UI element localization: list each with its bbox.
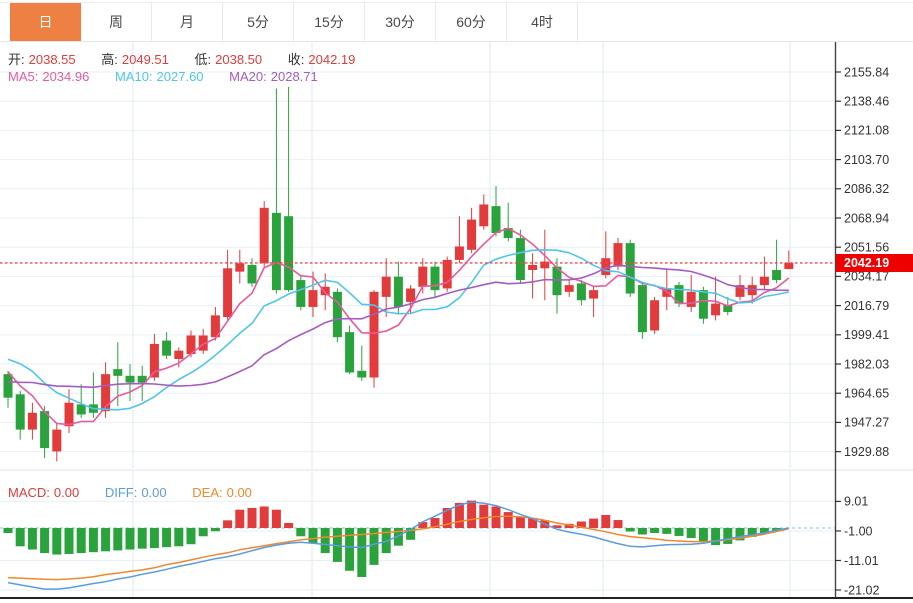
low-value: 2038.50 <box>215 52 263 67</box>
svg-text:1999.41: 1999.41 <box>844 328 889 342</box>
svg-text:1964.65: 1964.65 <box>844 387 889 401</box>
ma10-label: MA10: <box>114 69 153 84</box>
high-label: 高: <box>101 52 118 67</box>
svg-text:-11.01: -11.01 <box>844 554 879 568</box>
high-value: 2049.51 <box>121 52 169 67</box>
price-axis: 2155.84 2138.46 2121.08 2103.70 2086.32 2068.… <box>0 42 913 599</box>
ohlc-row: 开: 2038.55 高: 2049.51 低: 2038.50 收: 2042.19 <box>8 49 359 68</box>
ma20-label: MA20: <box>229 69 267 84</box>
ma5-label: MA5: <box>8 69 39 84</box>
close-label: 收: <box>287 52 305 67</box>
candlesticks <box>3 86 794 462</box>
macd-label: MACD: <box>8 485 50 500</box>
open-label: 开: <box>8 52 25 67</box>
ma10-line <box>7 249 789 411</box>
candlestick-macd-chart[interactable]: 2155.84 2138.46 2121.08 2103.70 2086.32 2068.… <box>0 42 913 603</box>
grid-lines <box>0 42 913 597</box>
svg-text:2086.32: 2086.32 <box>844 182 889 196</box>
timeframe-tab-1[interactable]: 日 <box>10 3 81 41</box>
timeframe-tab-5[interactable]: 15分 <box>294 3 365 41</box>
ma20-line <box>7 264 789 389</box>
svg-text:2103.70: 2103.70 <box>844 153 889 167</box>
svg-text:2121.08: 2121.08 <box>844 124 889 138</box>
svg-text:2016.79: 2016.79 <box>844 299 889 313</box>
dea-label: DEA: <box>192 485 223 500</box>
diff-line <box>7 501 789 590</box>
diff-value: 0.00 <box>141 485 167 500</box>
timeframe-tab-4[interactable]: 5分 <box>223 3 294 41</box>
macd-header-row: MACD: 0.00 DIFF: 0.00 DEA: 0.00 <box>8 485 256 500</box>
svg-text:2155.84: 2155.84 <box>844 65 889 79</box>
ma20-value: 2028.71 <box>270 69 318 84</box>
svg-text:2034.17: 2034.17 <box>844 270 889 284</box>
svg-text:2068.94: 2068.94 <box>844 211 889 225</box>
ma5-value: 2034.96 <box>42 69 90 84</box>
diff-label: DIFF: <box>104 485 138 500</box>
timeframe-tab-8[interactable]: 4时 <box>507 3 578 41</box>
close-value: 2042.19 <box>308 52 356 67</box>
svg-text:1929.88: 1929.88 <box>844 445 889 459</box>
ma5-line <box>7 227 790 426</box>
svg-text:2138.46: 2138.46 <box>844 95 889 109</box>
timeframe-tab-7[interactable]: 60分 <box>436 3 507 41</box>
timeframe-tabbar: 日周月 5分 15分 30分 60分 4时 <box>0 2 913 42</box>
svg-text:-21.02: -21.02 <box>844 583 879 597</box>
svg-text:1947.27: 1947.27 <box>844 416 889 430</box>
macd-value: 0.00 <box>53 485 80 500</box>
open-value: 2038.55 <box>28 52 76 67</box>
timeframe-tab-3[interactable]: 月 <box>152 3 223 41</box>
dea-value: 0.00 <box>226 485 252 500</box>
current-price-badge: 2042.19 <box>836 254 913 272</box>
svg-text:1982.03: 1982.03 <box>844 357 889 371</box>
low-label: 低: <box>194 52 212 67</box>
ma10-value: 2027.60 <box>156 69 204 84</box>
timeframe-tab-2[interactable]: 周 <box>81 3 152 41</box>
svg-text:-1.00: -1.00 <box>844 524 873 538</box>
dea-line <box>7 515 789 581</box>
timeframe-tab-6[interactable]: 30分 <box>365 3 436 41</box>
svg-text:9.01: 9.01 <box>844 495 868 509</box>
ma-row: MA5: 2034.96 MA10: 2027.60 MA20: 2028.71 <box>8 69 322 84</box>
svg-text:2051.56: 2051.56 <box>844 241 889 255</box>
